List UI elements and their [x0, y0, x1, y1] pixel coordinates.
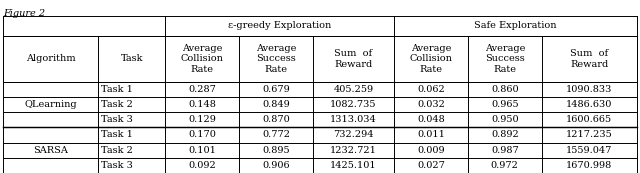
Text: 0.849: 0.849 [262, 100, 290, 109]
Text: 1313.034: 1313.034 [330, 115, 377, 124]
Text: Average
Collision
Rate: Average Collision Rate [410, 44, 452, 74]
Text: Algorithm: Algorithm [26, 54, 76, 63]
Text: 0.892: 0.892 [491, 130, 518, 139]
Text: Sum  of
Reward: Sum of Reward [334, 49, 372, 69]
Text: 405.259: 405.259 [333, 85, 374, 94]
Text: Task 3: Task 3 [101, 115, 133, 124]
Text: 1600.665: 1600.665 [566, 115, 612, 124]
Text: 0.062: 0.062 [417, 85, 445, 94]
Text: Task 2: Task 2 [101, 100, 133, 109]
Text: Sum  of
Reward: Sum of Reward [570, 49, 609, 69]
Text: 0.895: 0.895 [262, 146, 290, 155]
Text: 1670.998: 1670.998 [566, 161, 612, 170]
Text: 1082.735: 1082.735 [330, 100, 377, 109]
Text: Average
Success
Rate: Average Success Rate [256, 44, 296, 74]
Text: 1217.235: 1217.235 [566, 130, 612, 139]
Text: Figure 2: Figure 2 [3, 9, 45, 18]
Text: Task 2: Task 2 [101, 146, 133, 155]
Text: 0.772: 0.772 [262, 130, 290, 139]
Text: Safe Exploration: Safe Exploration [474, 21, 557, 30]
Text: 0.129: 0.129 [188, 115, 216, 124]
Text: 732.294: 732.294 [333, 130, 374, 139]
Text: Average
Collision
Rate: Average Collision Rate [180, 44, 223, 74]
Text: Task 1: Task 1 [101, 130, 133, 139]
Text: 0.048: 0.048 [417, 115, 445, 124]
Text: 0.987: 0.987 [491, 146, 518, 155]
Text: 0.032: 0.032 [417, 100, 445, 109]
Text: 0.906: 0.906 [262, 161, 290, 170]
Text: 0.092: 0.092 [188, 161, 216, 170]
Text: 0.950: 0.950 [491, 115, 518, 124]
Text: SARSA: SARSA [33, 146, 68, 155]
Text: 0.679: 0.679 [262, 85, 290, 94]
Text: QLearning: QLearning [24, 100, 77, 109]
Text: ε-greedy Exploration: ε-greedy Exploration [228, 21, 331, 30]
Text: 1559.047: 1559.047 [566, 146, 612, 155]
Text: Average
Success
Rate: Average Success Rate [484, 44, 525, 74]
Text: 1486.630: 1486.630 [566, 100, 612, 109]
Text: 0.870: 0.870 [262, 115, 290, 124]
Text: 1232.721: 1232.721 [330, 146, 377, 155]
Text: 1425.101: 1425.101 [330, 161, 377, 170]
Text: 0.027: 0.027 [417, 161, 445, 170]
Text: 0.011: 0.011 [417, 130, 445, 139]
Text: 0.965: 0.965 [491, 100, 518, 109]
Text: 0.170: 0.170 [188, 130, 216, 139]
Text: 0.972: 0.972 [491, 161, 519, 170]
Text: 0.287: 0.287 [188, 85, 216, 94]
Text: Task 1: Task 1 [101, 85, 133, 94]
Text: 0.860: 0.860 [491, 85, 518, 94]
Text: 0.009: 0.009 [417, 146, 445, 155]
Text: 0.101: 0.101 [188, 146, 216, 155]
Text: 0.148: 0.148 [188, 100, 216, 109]
Text: 1090.833: 1090.833 [566, 85, 612, 94]
Text: Task: Task [120, 54, 143, 63]
Text: Task 3: Task 3 [101, 161, 133, 170]
